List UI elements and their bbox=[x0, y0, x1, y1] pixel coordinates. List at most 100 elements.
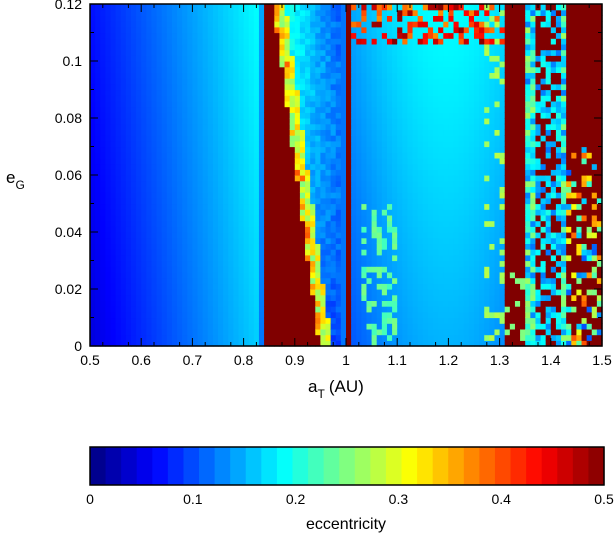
heatmap-cell bbox=[474, 118, 480, 125]
heatmap-cell bbox=[269, 66, 275, 73]
heatmap-cell bbox=[320, 89, 327, 96]
heatmap-cell bbox=[146, 21, 153, 28]
heatmap-cell bbox=[146, 334, 153, 341]
heatmap-cell bbox=[509, 289, 516, 296]
heatmap-cell bbox=[110, 289, 117, 296]
heatmap-cell bbox=[120, 89, 127, 96]
heatmap-cell bbox=[120, 197, 127, 205]
heatmap-cell bbox=[351, 277, 357, 284]
heatmap-cell bbox=[438, 43, 444, 51]
heatmap-cell bbox=[392, 152, 398, 159]
heatmap-cell bbox=[361, 294, 368, 301]
heatmap-cell bbox=[494, 15, 501, 22]
heatmap-cell bbox=[125, 237, 132, 244]
heatmap-cell bbox=[463, 237, 470, 244]
heatmap-cell bbox=[427, 243, 434, 250]
heatmap-cell bbox=[504, 15, 511, 22]
heatmap-cell bbox=[269, 129, 275, 136]
heatmap-cell bbox=[218, 26, 224, 34]
heatmap-cell bbox=[197, 146, 204, 153]
heatmap-cell bbox=[376, 277, 383, 284]
heatmap-cell bbox=[274, 289, 281, 296]
heatmap-cell bbox=[417, 334, 424, 341]
heatmap-cell bbox=[397, 15, 403, 22]
heatmap-cell bbox=[238, 78, 245, 85]
heatmap-cell bbox=[120, 49, 127, 56]
heatmap-cell bbox=[397, 237, 403, 244]
heatmap-cell bbox=[192, 254, 199, 262]
heatmap-cell bbox=[412, 4, 419, 11]
heatmap-cell bbox=[207, 237, 214, 244]
heatmap-cell bbox=[105, 100, 112, 108]
heatmap-cell bbox=[458, 26, 465, 34]
heatmap-cell bbox=[484, 38, 490, 45]
heatmap-cell bbox=[320, 306, 327, 313]
heatmap-cell bbox=[207, 61, 214, 68]
heatmap-cell bbox=[105, 271, 112, 279]
heatmap-cell bbox=[182, 169, 188, 176]
heatmap-cell bbox=[407, 55, 414, 62]
heatmap-cell bbox=[192, 294, 199, 301]
heatmap-cell bbox=[197, 140, 204, 148]
heatmap-cell bbox=[381, 49, 388, 56]
heatmap-cell bbox=[453, 15, 460, 22]
heatmap-cell bbox=[141, 180, 147, 187]
heatmap-cell bbox=[509, 9, 516, 16]
heatmap-cell bbox=[253, 38, 260, 45]
heatmap-cell bbox=[346, 38, 352, 45]
heatmap-cell bbox=[458, 277, 465, 284]
heatmap-cell bbox=[197, 129, 204, 136]
heatmap-cell bbox=[274, 340, 281, 347]
heatmap-cell bbox=[381, 300, 388, 307]
heatmap-cell bbox=[243, 32, 250, 39]
heatmap-cell bbox=[356, 89, 362, 96]
heatmap-cell bbox=[351, 294, 357, 301]
heatmap-cell bbox=[125, 175, 132, 182]
heatmap-cell bbox=[320, 192, 327, 199]
heatmap-cell bbox=[402, 55, 409, 62]
heatmap-cell bbox=[346, 311, 352, 319]
heatmap-cell bbox=[438, 163, 444, 170]
heatmap-cell bbox=[422, 55, 429, 62]
heatmap-cell bbox=[156, 26, 163, 34]
heatmap-cell bbox=[212, 294, 219, 301]
heatmap-cell bbox=[499, 232, 506, 239]
heatmap-cell bbox=[392, 26, 398, 34]
heatmap-cell bbox=[269, 43, 275, 51]
heatmap-cell bbox=[468, 334, 475, 341]
heatmap-cell bbox=[484, 283, 490, 290]
heatmap-cell bbox=[494, 260, 501, 267]
heatmap-cell bbox=[233, 4, 240, 11]
heatmap-cell bbox=[141, 43, 147, 51]
heatmap-cell bbox=[376, 21, 383, 28]
heatmap-cell bbox=[351, 180, 357, 187]
heatmap-cell bbox=[95, 61, 101, 68]
heatmap-cell bbox=[325, 226, 332, 233]
heatmap-cell bbox=[294, 26, 301, 34]
heatmap-cell bbox=[100, 106, 106, 113]
heatmap-cell bbox=[223, 243, 229, 250]
heatmap-cell bbox=[243, 294, 250, 301]
heatmap-cell bbox=[361, 32, 368, 39]
heatmap-cell bbox=[192, 283, 199, 290]
heatmap-cell bbox=[238, 209, 245, 216]
heatmap-cell bbox=[340, 197, 347, 205]
heatmap-cell bbox=[407, 220, 414, 227]
heatmap-cell bbox=[381, 38, 388, 45]
heatmap-cell bbox=[315, 140, 321, 148]
heatmap-cell bbox=[151, 32, 158, 39]
heatmap-cell bbox=[284, 9, 291, 16]
heatmap-cell bbox=[120, 152, 127, 159]
heatmap-cell bbox=[417, 15, 424, 22]
heatmap-cell bbox=[479, 112, 485, 119]
heatmap-cell bbox=[310, 175, 316, 182]
heatmap-cell bbox=[218, 78, 224, 85]
heatmap-cell bbox=[197, 186, 204, 193]
heatmap-cell bbox=[187, 55, 193, 62]
heatmap-cell bbox=[315, 249, 321, 256]
heatmap-cell bbox=[504, 100, 511, 108]
heatmap-cell bbox=[177, 118, 183, 125]
heatmap-cell bbox=[269, 89, 275, 96]
heatmap-cell bbox=[202, 203, 209, 210]
heatmap-cell bbox=[489, 146, 496, 153]
